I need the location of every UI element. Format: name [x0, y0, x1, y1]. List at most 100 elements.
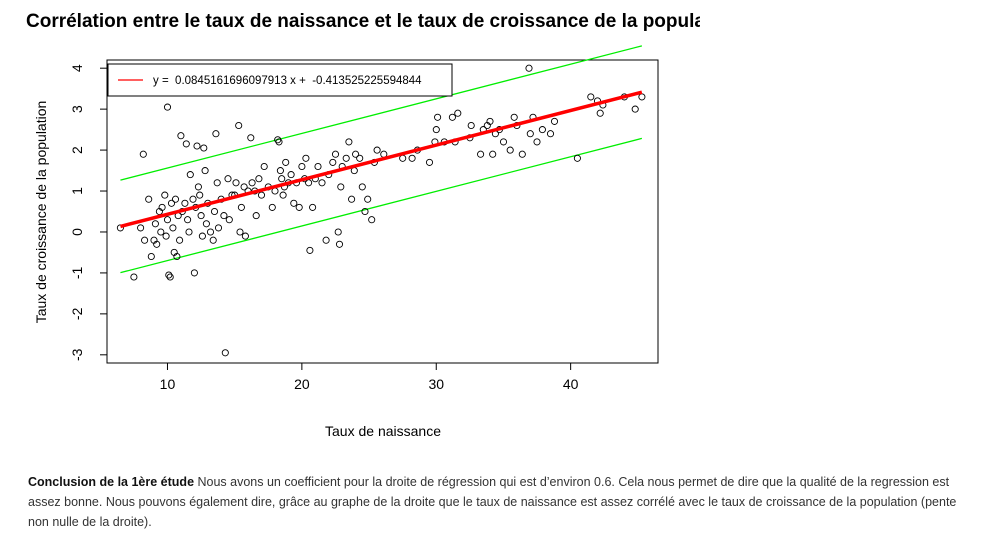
data-point: [176, 236, 184, 244]
data-point: [236, 228, 244, 236]
data-point: [337, 183, 345, 191]
data-point: [276, 167, 284, 175]
data-point: [206, 228, 215, 236]
data-point: [489, 150, 497, 158]
confidence-bands: [120, 45, 643, 274]
data-point: [197, 212, 205, 220]
data-point: [193, 142, 201, 150]
data-point: [331, 150, 340, 158]
conclusion-paragraph: Conclusion de la 1ère étude Nous avons u…: [28, 472, 958, 532]
data-point: [241, 232, 249, 240]
data-point: [305, 179, 313, 187]
plot-frame: [106, 59, 659, 364]
y-tick-label: -2: [69, 307, 85, 320]
data-point: [364, 195, 372, 203]
data-point: [314, 162, 322, 171]
data-point: [546, 130, 555, 138]
data-point: [157, 228, 165, 236]
data-point: [287, 171, 295, 179]
data-point: [186, 171, 194, 179]
data-point: [224, 175, 232, 183]
data-point: [486, 117, 494, 125]
data-point: [201, 167, 209, 175]
data-point: [158, 203, 166, 211]
data-point: [408, 154, 416, 162]
data-point: [185, 228, 193, 236]
data-point: [196, 191, 204, 199]
data-point: [399, 154, 407, 162]
regression-line-group: [120, 90, 643, 229]
data-point: [295, 203, 303, 211]
data-point: [260, 162, 268, 171]
data-point: [302, 154, 310, 162]
chart-title: Corrélation entre le taux de naissance e…: [26, 11, 700, 32]
data-point: [510, 113, 518, 121]
y-tick-label: -1: [69, 266, 85, 279]
data-point: [342, 154, 350, 162]
data-point: [165, 271, 173, 279]
data-point: [214, 224, 223, 232]
upper-band-line: [120, 45, 643, 181]
data-point: [255, 175, 263, 183]
data-point: [232, 179, 240, 187]
data-point: [235, 121, 243, 130]
x-tick-label: 10: [160, 376, 176, 392]
data-point: [596, 109, 604, 117]
data-point: [182, 140, 190, 148]
data-point: [322, 236, 330, 244]
y-tick-label: 2: [69, 146, 85, 154]
data-point: [212, 130, 220, 138]
data-point: [162, 232, 170, 240]
data-points: [116, 64, 646, 357]
data-point: [506, 146, 514, 154]
data-point: [209, 236, 217, 244]
data-point: [268, 203, 276, 211]
data-point: [290, 199, 298, 207]
data-point: [169, 224, 177, 232]
legend: y = 0.0845161696097913 x + -0.4135252255…: [107, 63, 453, 97]
data-point: [220, 212, 228, 220]
data-point: [194, 183, 202, 191]
data-point: [171, 195, 180, 203]
data-point: [151, 220, 159, 228]
data-point: [573, 154, 581, 162]
data-point: [248, 179, 256, 187]
data-point: [210, 207, 219, 216]
data-point: [221, 349, 229, 357]
data-point: [177, 132, 185, 140]
data-point: [190, 269, 198, 277]
y-tick-label: 3: [69, 105, 85, 113]
x-tick-label: 30: [428, 376, 444, 392]
data-point: [167, 199, 176, 207]
x-axis-label: Taux de naissance: [325, 423, 441, 439]
y-axis-label: Taux de croissance de la population: [33, 101, 49, 324]
y-axis: -3 -2 -1 0 1 2 3 4: [69, 64, 108, 361]
data-point: [348, 195, 356, 203]
data-point: [538, 126, 546, 134]
data-point: [631, 105, 639, 113]
data-point: [329, 158, 337, 166]
y-tick-label: 1: [69, 187, 85, 195]
data-point: [309, 203, 317, 211]
data-point: [432, 126, 440, 134]
data-point: [200, 144, 208, 152]
y-tick-label: 0: [69, 228, 85, 236]
data-point: [499, 138, 508, 146]
x-tick-label: 20: [294, 376, 310, 392]
data-point: [252, 212, 260, 220]
data-point: [345, 138, 353, 146]
data-point: [161, 191, 169, 199]
data-point: [237, 203, 245, 211]
data-point: [257, 191, 266, 199]
legend-label: y = 0.0845161696097913 x + -0.4135252255…: [153, 75, 422, 87]
scatter-plot: 10 20 30 40 -3 -2 -1 0 1 2 3 4 Taux de naissance T…: [33, 45, 659, 439]
data-point: [153, 240, 161, 248]
legend-box: [107, 63, 453, 97]
data-point: [526, 130, 534, 138]
data-point: [477, 150, 485, 158]
y-tick-label: 4: [69, 64, 85, 72]
data-point: [373, 146, 381, 154]
data-point: [368, 216, 376, 224]
data-point: [141, 236, 149, 244]
data-point: [213, 179, 221, 187]
